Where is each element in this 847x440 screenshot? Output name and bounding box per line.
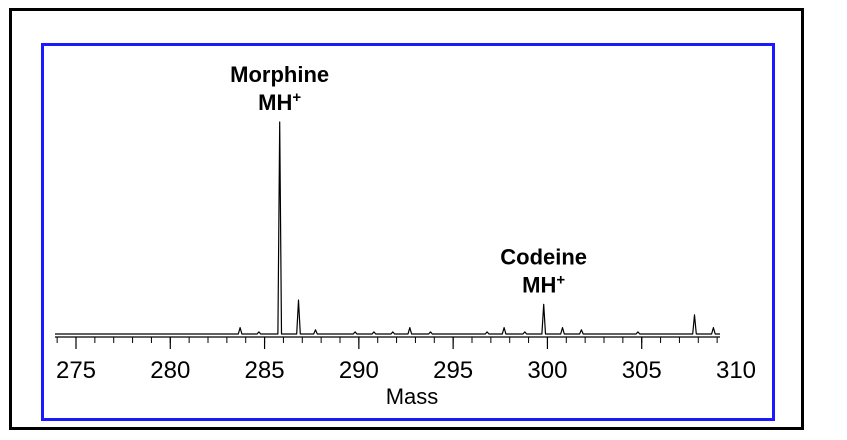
spectrum (55, 121, 720, 335)
x-tick-label: 290 (339, 357, 379, 384)
x-tick-label: 295 (433, 357, 473, 384)
peak-label-name: Codeine (500, 244, 587, 269)
x-tick-label: 275 (56, 357, 96, 384)
x-tick-label: 300 (527, 357, 567, 384)
x-tick-label: 285 (245, 357, 285, 384)
peak-label-ion: MH+ (522, 271, 565, 298)
chart-frame (41, 43, 775, 421)
x-axis: 275 280 285 290 295 300 305 310 (55, 336, 756, 384)
charge-superscript: + (556, 271, 565, 288)
x-tick-label: 305 (622, 357, 662, 384)
peak-label-ion: MH+ (258, 89, 301, 116)
x-tick-label: 280 (150, 357, 190, 384)
outer-frame (9, 8, 804, 430)
charge-superscript: + (292, 89, 301, 106)
x-tick-label: 310 (716, 357, 756, 384)
x-axis-title: Mass (386, 384, 439, 409)
spectrum-trace (55, 121, 720, 335)
peak-label-name: Morphine (230, 62, 329, 87)
